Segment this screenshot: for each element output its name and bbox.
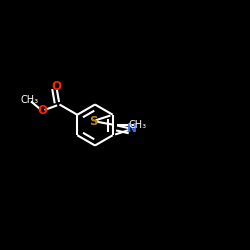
- Text: CH₃: CH₃: [128, 120, 146, 130]
- Text: N: N: [127, 122, 137, 136]
- Text: O: O: [37, 104, 47, 117]
- Text: S: S: [89, 114, 98, 128]
- Text: CH₃: CH₃: [20, 95, 38, 105]
- Text: O: O: [51, 80, 61, 93]
